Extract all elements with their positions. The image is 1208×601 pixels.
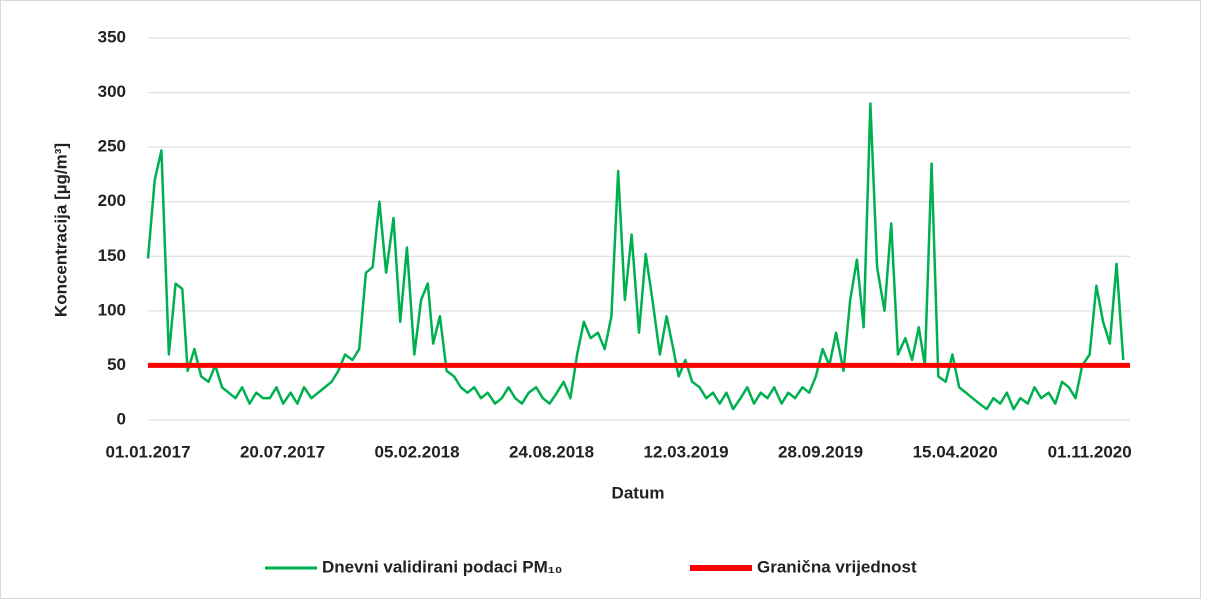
y-tick-label: 0	[117, 409, 126, 428]
x-tick-label: 24.08.2018	[509, 442, 594, 461]
legend-label: Dnevni validirani podaci PM₁₀	[322, 557, 562, 576]
x-tick-label: 01.01.2017	[105, 442, 190, 461]
y-axis-title: Koncentracija [µg/m³]	[51, 143, 70, 317]
x-axis-title: Datum	[612, 483, 665, 502]
x-tick-label: 05.02.2018	[374, 442, 459, 461]
x-tick-label: 12.03.2019	[644, 442, 729, 461]
y-tick-label: 150	[98, 246, 126, 265]
series-line	[146, 102, 1125, 411]
y-tick-label: 250	[98, 137, 126, 156]
legend-label: Granična vrijednost	[757, 557, 917, 576]
y-tick-label: 100	[98, 300, 126, 319]
y-tick-label: 50	[107, 355, 126, 374]
y-tick-label: 200	[98, 191, 126, 210]
x-tick-label: 28.09.2019	[778, 442, 863, 461]
y-tick-label: 350	[98, 27, 126, 46]
y-tick-label: 300	[98, 82, 126, 101]
x-tick-label: 01.11.2020	[1048, 442, 1132, 461]
x-tick-label: 20.07.2017	[240, 442, 325, 461]
x-tick-label: 15.04.2020	[913, 442, 998, 461]
